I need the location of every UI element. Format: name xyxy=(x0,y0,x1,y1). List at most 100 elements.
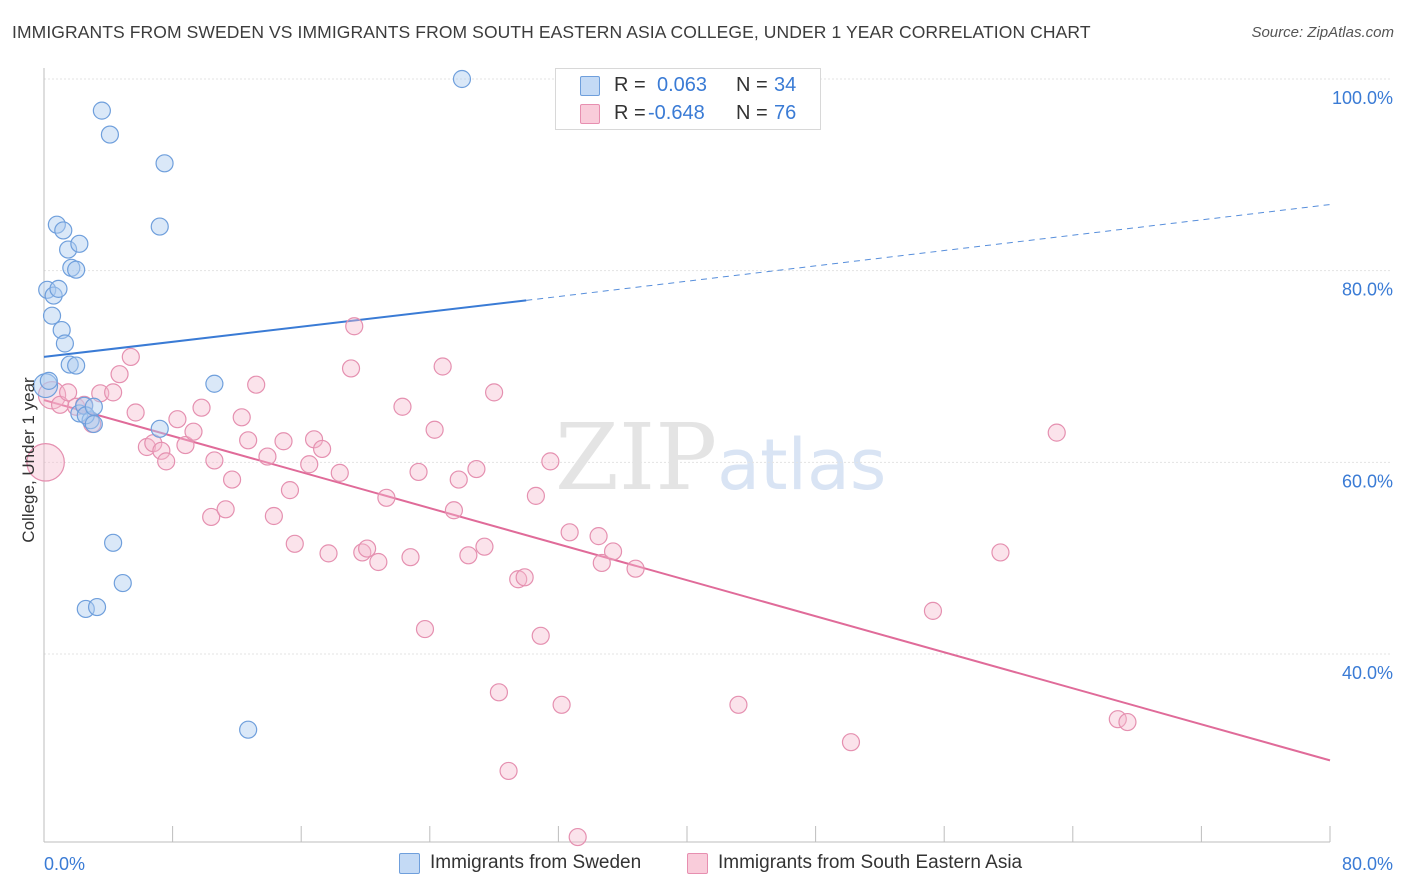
series-label-sweden: Immigrants from Sweden xyxy=(430,852,642,873)
watermark-zip: ZIP xyxy=(555,404,718,511)
point-sweden xyxy=(39,371,58,390)
point-sea xyxy=(729,695,748,714)
point-sea xyxy=(300,455,319,474)
legend-n-label: N = xyxy=(736,74,768,96)
point-sea xyxy=(247,375,266,394)
point-sweden xyxy=(42,306,62,325)
point-sea xyxy=(312,439,332,459)
legend-r-label: R = xyxy=(614,102,646,124)
y-tick-label: 80.0% xyxy=(1342,280,1393,300)
point-sweden xyxy=(67,356,86,375)
point-sea xyxy=(589,527,608,546)
point-sweden xyxy=(84,397,103,416)
trend-line-sweden-extension xyxy=(526,204,1331,301)
point-sea xyxy=(26,443,65,482)
point-sea xyxy=(568,827,587,847)
legend-swatch-sea xyxy=(580,104,600,124)
point-sweden xyxy=(59,240,78,259)
y-tick-label: 40.0% xyxy=(1342,663,1393,683)
point-sea xyxy=(104,383,123,402)
point-sweden xyxy=(113,573,132,593)
point-sea xyxy=(168,410,187,429)
series-legend: Immigrants from Sweden Immigrants from S… xyxy=(0,852,1406,878)
point-sea xyxy=(59,383,78,402)
y-axis-label: College, Under 1 year xyxy=(19,377,38,543)
point-sea xyxy=(603,542,623,561)
point-sea xyxy=(232,408,251,427)
point-sea xyxy=(121,347,140,367)
point-sea xyxy=(449,470,468,489)
point-sea xyxy=(285,534,304,553)
point-sea xyxy=(592,553,611,573)
trend-lines xyxy=(43,204,1331,762)
point-sea xyxy=(526,486,545,505)
point-sea xyxy=(560,523,579,542)
legend-row-sweden: R = 0.063 N = 34 xyxy=(556,73,820,101)
point-sea xyxy=(274,432,293,451)
point-sea xyxy=(377,488,396,507)
point-sea xyxy=(152,441,171,460)
point-sea xyxy=(489,683,509,702)
trend-line-sweden xyxy=(43,299,527,358)
data-points xyxy=(26,69,1137,847)
point-sea xyxy=(1047,423,1066,442)
correlation-legend: R = 0.063 N = 34 R = -0.648 N = 76 xyxy=(555,68,821,130)
point-sea xyxy=(126,403,145,422)
trend-line-sea xyxy=(43,399,1331,762)
series-swatch-sweden xyxy=(399,853,420,874)
point-sweden xyxy=(67,260,86,279)
point-sea xyxy=(415,619,435,639)
y-tick-label: 100.0% xyxy=(1332,88,1393,108)
series-swatch-sea xyxy=(687,853,708,874)
chart-title: IMMIGRANTS FROM SWEDEN VS IMMIGRANTS FRO… xyxy=(12,22,1091,42)
point-sea xyxy=(467,459,486,479)
point-sweden xyxy=(60,355,79,374)
point-sea xyxy=(444,501,464,520)
point-sea xyxy=(216,500,235,519)
point-sea xyxy=(319,544,338,563)
point-sea xyxy=(192,398,211,417)
x-tick-label: 80.0% xyxy=(1342,854,1393,874)
point-sweden xyxy=(52,320,71,340)
point-sea xyxy=(258,447,277,466)
point-sweden xyxy=(55,334,74,353)
grid xyxy=(44,78,1392,655)
point-sea xyxy=(1118,712,1137,732)
axes xyxy=(43,68,1331,843)
point-sweden xyxy=(239,720,258,739)
point-sea xyxy=(239,431,258,450)
point-sea xyxy=(330,463,349,482)
point-sea xyxy=(202,507,221,527)
legend-r-value: -0.648 xyxy=(648,102,705,124)
point-sweden xyxy=(92,101,111,120)
watermark: ZIPatlas xyxy=(555,404,886,511)
point-sea xyxy=(369,552,388,572)
point-sea xyxy=(341,359,361,378)
watermark-atlas: atlas xyxy=(717,424,887,506)
point-sea xyxy=(531,626,550,645)
y-tick-label: 60.0% xyxy=(1342,471,1393,491)
point-sweden xyxy=(54,221,73,240)
legend-n-label: N = xyxy=(736,102,768,124)
point-sweden xyxy=(150,419,169,438)
point-sea xyxy=(222,470,242,489)
point-sea xyxy=(280,481,300,500)
legend-row-sea: R = -0.648 N = 76 xyxy=(556,101,820,129)
legend-n-value: 76 xyxy=(774,102,797,124)
point-sea xyxy=(475,537,494,556)
point-sea xyxy=(541,452,560,471)
point-sea xyxy=(433,357,452,376)
point-sweden xyxy=(104,533,123,552)
point-sweden xyxy=(87,597,107,617)
point-sea xyxy=(841,733,861,752)
point-sea xyxy=(345,317,364,336)
chart-source: Source: ZipAtlas.com xyxy=(1251,24,1394,41)
point-sweden xyxy=(84,414,103,434)
point-sea xyxy=(401,548,420,567)
legend-r-value: 0.063 xyxy=(657,74,708,96)
point-sea xyxy=(515,568,534,587)
point-sea xyxy=(626,559,645,578)
point-sea xyxy=(923,601,943,620)
point-sea xyxy=(110,365,129,384)
